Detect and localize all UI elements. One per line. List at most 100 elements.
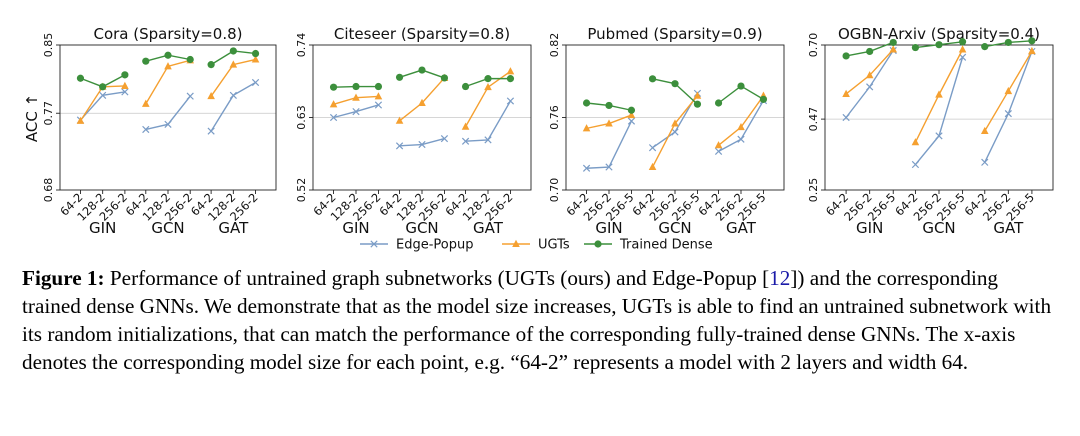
- y-tick-label: 0.82: [548, 33, 561, 58]
- data-point-trained-dense: [866, 47, 874, 56]
- data-point-trained-dense: [461, 82, 470, 91]
- group-label: GCN: [658, 219, 691, 237]
- data-point-ugts: [506, 67, 515, 75]
- group-label: GIN: [595, 219, 622, 237]
- caption-reference-link[interactable]: 12: [769, 266, 791, 290]
- series-line-edge-popup: [586, 120, 633, 169]
- series-line-ugts: [79, 85, 125, 122]
- marker-x-stroke: [374, 101, 383, 109]
- data-point-ugts: [605, 119, 613, 127]
- data-point-edge-popup: [737, 135, 745, 143]
- marker-x-stroke: [461, 137, 470, 145]
- caption-label: Figure 1:: [22, 266, 105, 290]
- data-point-ugts: [207, 91, 215, 100]
- data-point-ugts: [865, 71, 874, 79]
- data-point-edge-popup: [207, 127, 215, 135]
- data-point-trained-dense: [440, 74, 449, 82]
- data-point-ugts: [352, 93, 360, 101]
- data-point-ugts: [958, 45, 967, 53]
- caption-text-start: Performance of untrained graph subnetwor…: [104, 266, 770, 290]
- data-point-trained-dense: [186, 55, 194, 64]
- subplot-3: Pubmed (Sparsity=0.9)0.700.760.8264-2256…: [548, 25, 785, 237]
- data-point-edge-popup: [981, 158, 989, 166]
- y-tick-label: 0.47: [807, 107, 820, 132]
- figure-chart-panel: Cora (Sparsity=0.8)0.680.770.8564-2128-2…: [23, 25, 1054, 253]
- data-point-ugts: [671, 119, 679, 127]
- legend-label: Trained Dense: [619, 238, 713, 253]
- data-point-trained-dense: [911, 43, 920, 52]
- group-label: GIN: [342, 219, 369, 237]
- subplot-1: Cora (Sparsity=0.8)0.680.770.8564-2128-2…: [42, 25, 277, 237]
- data-point-edge-popup: [671, 128, 679, 136]
- group-label: GAT: [726, 219, 757, 237]
- y-tick-label: 0.68: [42, 178, 55, 203]
- marker-x-stroke: [935, 132, 943, 140]
- marker-x-stroke: [440, 134, 449, 143]
- subplot-title: Citeseer (Sparsity=0.8): [334, 25, 510, 43]
- series-line-edge-popup: [984, 51, 1033, 163]
- data-point-ugts: [911, 138, 920, 146]
- data-point-edge-popup: [627, 117, 636, 125]
- marker-x-stroke: [99, 91, 107, 99]
- data-point-ugts: [693, 91, 702, 99]
- series-line-edge-popup: [914, 57, 964, 165]
- data-point-trained-dense: [164, 51, 172, 59]
- marker-x-stroke: [142, 125, 150, 134]
- series-line-edge-popup: [845, 50, 894, 118]
- marker-x-stroke: [911, 160, 920, 169]
- data-point-edge-popup: [648, 144, 657, 152]
- data-point-trained-dense: [889, 38, 897, 47]
- y-axis-label: ACC ↑: [23, 94, 41, 142]
- data-point-edge-popup: [352, 107, 360, 116]
- data-point-trained-dense: [582, 99, 591, 107]
- data-point-ugts: [121, 81, 129, 89]
- data-point-trained-dense: [958, 38, 967, 46]
- marker-x-stroke: [164, 120, 172, 128]
- marker-x-stroke: [671, 128, 679, 136]
- marker-x-stroke: [582, 164, 591, 172]
- group-label: GCN: [922, 219, 955, 237]
- marker-x-stroke: [737, 135, 745, 143]
- data-point-edge-popup: [461, 137, 470, 145]
- y-tick-label: 0.63: [295, 105, 308, 130]
- data-point-ugts: [582, 124, 591, 132]
- data-point-ugts: [484, 82, 492, 91]
- data-point-trained-dense: [759, 95, 768, 103]
- data-point-trained-dense: [935, 41, 943, 49]
- data-point-trained-dense: [1028, 37, 1036, 45]
- marker-x-stroke: [352, 107, 360, 116]
- data-point-ugts: [374, 92, 383, 100]
- group-label: GIN: [89, 219, 116, 237]
- data-point-edge-popup: [714, 147, 723, 155]
- data-point-ugts: [889, 45, 898, 53]
- marker-x-stroke: [484, 136, 492, 144]
- data-point-ugts: [418, 98, 426, 106]
- data-point-trained-dense: [207, 61, 215, 69]
- marker-x-stroke: [121, 88, 129, 96]
- marker-x-stroke: [251, 78, 260, 87]
- data-point-trained-dense: [418, 66, 426, 74]
- data-point-edge-popup: [484, 136, 492, 144]
- data-point-edge-popup: [142, 125, 150, 134]
- data-point-edge-popup: [506, 97, 515, 105]
- subplot-2: Citeseer (Sparsity=0.8)0.520.630.7464-21…: [295, 25, 532, 237]
- data-point-trained-dense: [99, 83, 107, 91]
- group-label: GCN: [405, 219, 438, 237]
- group-label: GAT: [993, 219, 1024, 237]
- data-point-edge-popup: [186, 92, 194, 100]
- data-point-ugts: [76, 116, 85, 124]
- marker-x-stroke: [1004, 110, 1012, 118]
- data-point-trained-dense: [251, 49, 260, 58]
- marker-x-stroke: [329, 113, 338, 122]
- data-point-edge-popup: [1004, 110, 1012, 118]
- data-point-ugts: [627, 110, 636, 119]
- data-point-trained-dense: [714, 99, 723, 107]
- data-point-ugts: [141, 99, 150, 107]
- data-point-edge-popup: [329, 113, 338, 122]
- data-point-edge-popup: [842, 113, 850, 122]
- y-tick-label: 0.76: [548, 105, 561, 130]
- data-point-edge-popup: [866, 83, 874, 91]
- legend-marker: [370, 240, 378, 248]
- data-point-ugts: [1004, 86, 1013, 95]
- series-line-edge-popup: [465, 100, 512, 142]
